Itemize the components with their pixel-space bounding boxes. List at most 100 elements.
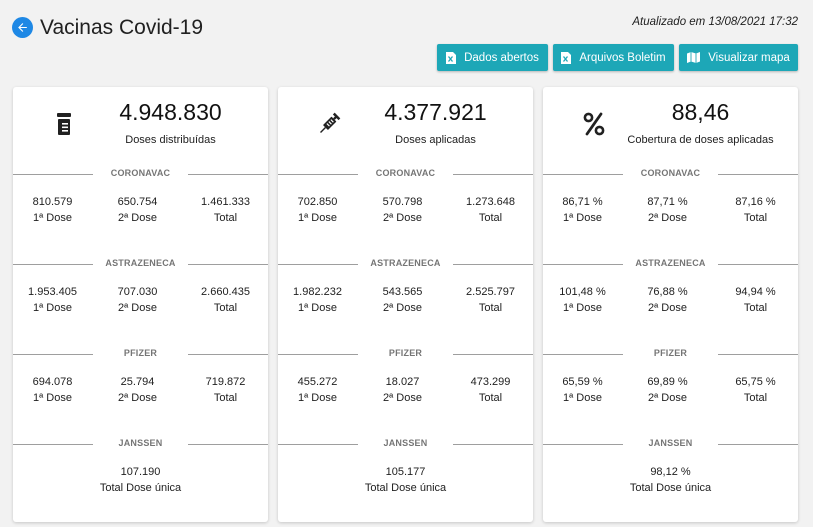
bulletin-files-button[interactable]: Arquivos Boletim <box>553 44 674 71</box>
second-dose-label: 2ª Dose <box>383 212 422 224</box>
first-dose-value: 1.982.232 <box>293 286 342 298</box>
total-value: 1.461.333 <box>201 196 250 208</box>
section-pfizer: PFIZER 455.272 1ª Dose 18.027 2ª Dose 473.… <box>278 348 533 404</box>
single-dose-label: Total Dose única <box>99 482 182 494</box>
first-dose-value: 101,48 % <box>559 286 606 298</box>
second-dose-cell: 87,71 % 2ª Dose <box>625 194 710 226</box>
second-dose-cell: 543.565 2ª Dose <box>360 284 445 316</box>
first-dose-cell: 86,71 % 1ª Dose <box>540 194 625 226</box>
total-label: Total <box>213 302 238 314</box>
section-coronavac: CORONAVAC 702.850 1ª Dose 570.798 2ª Dose … <box>278 168 533 224</box>
card-distributed-doses: 4.948.830 Doses distribuídas CORONAVAC 8… <box>13 87 268 522</box>
total-cell: 65,75 % Total <box>713 374 798 406</box>
total-value: 719.872 <box>205 376 246 388</box>
total-cell: 1.461.333 Total <box>183 194 268 226</box>
second-dose-label: 2ª Dose <box>118 392 157 404</box>
section-title: PFIZER <box>653 348 688 358</box>
total-value: 65,75 % <box>735 376 776 388</box>
second-dose-label: 2ª Dose <box>383 392 422 404</box>
second-dose-cell: 25.794 2ª Dose <box>95 374 180 406</box>
total-value: 2.660.435 <box>201 286 250 298</box>
bulletin-files-label: Arquivos Boletim <box>579 51 666 64</box>
section-janssen: JANSSEN 107.190 Total Dose única <box>13 438 268 494</box>
second-dose-label: 2ª Dose <box>648 212 687 224</box>
total-value: 94,94 % <box>735 286 776 298</box>
total-label: Total <box>743 302 768 314</box>
distributed-total-label: Doses distribuídas <box>125 134 216 146</box>
first-dose-label: 1ª Dose <box>33 302 72 314</box>
card-coverage: 88,46 Cobertura de doses aplicadas CORON… <box>543 87 798 522</box>
total-label: Total <box>213 392 238 404</box>
total-value: 2.525.797 <box>466 286 515 298</box>
first-dose-value: 694.078 <box>32 376 73 388</box>
second-dose-value: 25.794 <box>120 376 155 388</box>
section-title: CORONAVAC <box>110 168 171 178</box>
distributed-total-value: 4.948.830 <box>119 99 222 125</box>
total-cell: 2.525.797 Total <box>448 284 533 316</box>
first-dose-cell: 810.579 1ª Dose <box>10 194 95 226</box>
single-dose-cell: 105.177 Total Dose única <box>278 464 533 496</box>
applied-total-label: Doses aplicadas <box>395 134 476 146</box>
second-dose-cell: 650.754 2ª Dose <box>95 194 180 226</box>
first-dose-label: 1ª Dose <box>33 212 72 224</box>
second-dose-label: 2ª Dose <box>648 302 687 314</box>
view-map-label: Visualizar mapa <box>708 51 790 64</box>
first-dose-label: 1ª Dose <box>33 392 72 404</box>
excel-file-icon <box>561 51 572 64</box>
first-dose-value: 455.272 <box>297 376 338 388</box>
section-title: CORONAVAC <box>640 168 701 178</box>
first-dose-value: 65,59 % <box>562 376 603 388</box>
section-title: PFIZER <box>123 348 158 358</box>
second-dose-value: 18.027 <box>385 376 420 388</box>
first-dose-value: 810.579 <box>32 196 73 208</box>
section-title: ASTRAZENECA <box>370 258 441 268</box>
open-data-button[interactable]: Dados abertos <box>437 44 548 71</box>
first-dose-cell: 101,48 % 1ª Dose <box>540 284 625 316</box>
section-title: JANSSEN <box>118 438 163 448</box>
single-dose-value: 98,12 % <box>650 466 691 478</box>
second-dose-cell: 570.798 2ª Dose <box>360 194 445 226</box>
total-cell: 2.660.435 Total <box>183 284 268 316</box>
section-title: JANSSEN <box>648 438 693 448</box>
second-dose-cell: 18.027 2ª Dose <box>360 374 445 406</box>
coverage-total-label: Cobertura de doses aplicadas <box>627 134 774 146</box>
second-dose-label: 2ª Dose <box>648 392 687 404</box>
vial-icon <box>49 109 79 139</box>
section-title: ASTRAZENECA <box>635 258 706 268</box>
percent-icon <box>579 109 609 139</box>
second-dose-value: 570.798 <box>382 196 423 208</box>
single-dose-value: 107.190 <box>120 466 161 478</box>
total-label: Total <box>478 392 503 404</box>
first-dose-cell: 65,59 % 1ª Dose <box>540 374 625 406</box>
section-pfizer: PFIZER 65,59 % 1ª Dose 69,89 % 2ª Dose 65,… <box>543 348 798 404</box>
open-data-label: Dados abertos <box>464 51 539 64</box>
single-dose-value: 105.177 <box>385 466 426 478</box>
total-label: Total <box>478 302 503 314</box>
first-dose-cell: 694.078 1ª Dose <box>10 374 95 406</box>
first-dose-cell: 702.850 1ª Dose <box>275 194 360 226</box>
first-dose-value: 702.850 <box>297 196 338 208</box>
section-coronavac: CORONAVAC 86,71 % 1ª Dose 87,71 % 2ª Dose … <box>543 168 798 224</box>
section-title: CORONAVAC <box>375 168 436 178</box>
section-janssen: JANSSEN 105.177 Total Dose única <box>278 438 533 494</box>
page-header: Vacinas Covid-19 Atualizado em 13/08/202… <box>0 0 813 80</box>
card-applied-doses: 4.377.921 Doses aplicadas CORONAVAC 702.… <box>278 87 533 522</box>
total-value: 1.273.648 <box>466 196 515 208</box>
back-button[interactable] <box>12 17 33 38</box>
second-dose-label: 2ª Dose <box>118 212 157 224</box>
section-astrazeneca: ASTRAZENECA 1.982.232 1ª Dose 543.565 2ª D… <box>278 258 533 314</box>
map-icon <box>687 52 701 63</box>
single-dose-cell: 107.190 Total Dose única <box>13 464 268 496</box>
first-dose-label: 1ª Dose <box>563 302 602 314</box>
last-updated-text: Atualizado em 13/08/2021 17:32 <box>632 16 798 28</box>
arrow-left-icon <box>18 23 27 32</box>
first-dose-value: 86,71 % <box>562 196 603 208</box>
single-dose-cell: 98,12 % Total Dose única <box>543 464 798 496</box>
second-dose-value: 76,88 % <box>647 286 688 298</box>
coverage-total-value: 88,46 <box>671 99 730 125</box>
total-label: Total <box>743 212 768 224</box>
first-dose-value: 1.953.405 <box>28 286 77 298</box>
view-map-button[interactable]: Visualizar mapa <box>679 44 798 71</box>
total-label: Total <box>213 212 238 224</box>
section-title: ASTRAZENECA <box>105 258 176 268</box>
